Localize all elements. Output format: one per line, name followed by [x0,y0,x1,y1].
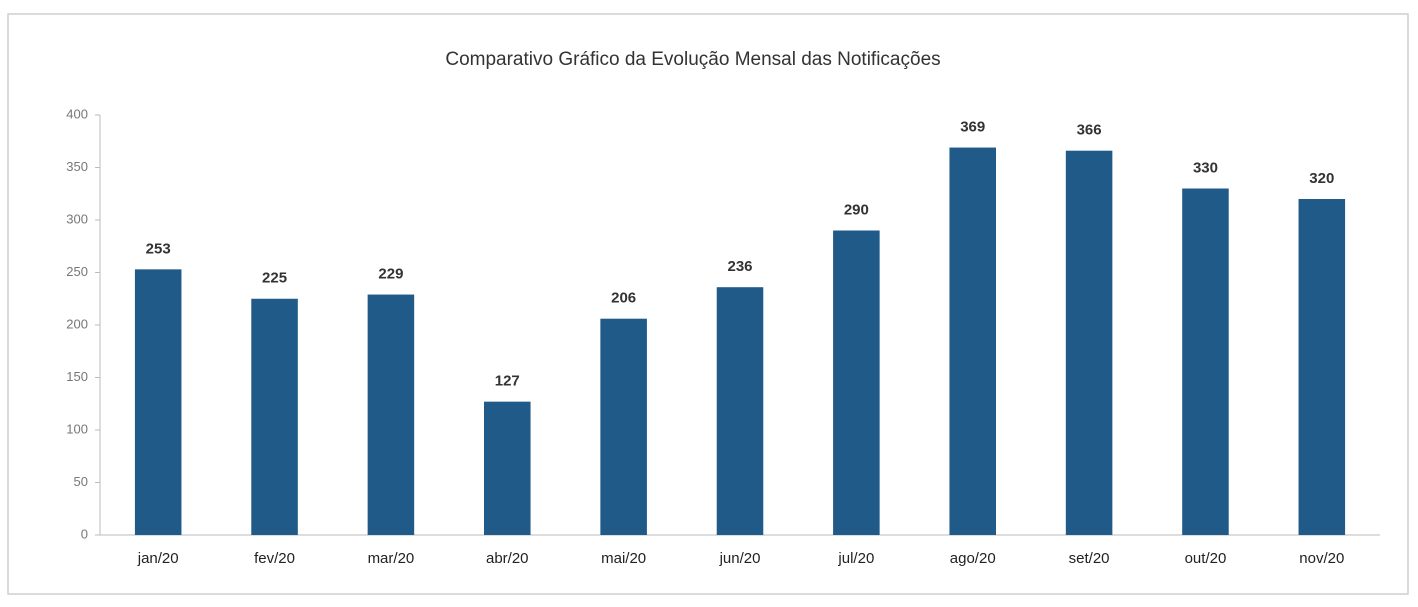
bar [949,147,996,536]
chart-title: Comparativo Gráfico da Evolução Mensal d… [445,49,940,70]
bar [833,230,880,535]
bar [1182,188,1229,535]
x-tick-label: abr/20 [486,550,529,567]
x-tick-label: jun/20 [719,550,761,567]
y-tick-label: 300 [66,211,88,226]
data-label: 229 [378,266,403,283]
y-tick-label: 250 [66,264,88,279]
data-label: 127 [495,373,520,390]
data-label: 320 [1309,170,1334,187]
x-tick-label: mai/20 [601,550,646,567]
y-tick-label: 50 [74,474,88,489]
y-tick-label: 200 [66,316,88,331]
data-label: 253 [146,240,171,257]
x-tick-label: jan/20 [137,550,179,567]
x-tick-label: set/20 [1069,550,1110,567]
data-label: 236 [727,258,752,275]
data-label: 206 [611,290,636,307]
chart-frame [7,13,1409,595]
x-tick-label: jul/20 [837,550,874,567]
bar [484,401,531,535]
y-tick-label: 150 [66,369,88,384]
x-tick-label: nov/20 [1299,550,1344,567]
bar [1298,199,1346,535]
y-tick-label: 350 [66,159,88,174]
data-label: 366 [1077,122,1102,139]
bar [367,294,415,535]
bar [251,298,298,535]
data-label: 369 [960,119,985,136]
x-tick-label: ago/20 [950,550,996,567]
bar [600,318,647,535]
bar [1065,150,1113,535]
x-tick-label: out/20 [1185,550,1227,567]
y-tick-label: 400 [66,106,88,121]
y-tick-label: 0 [81,526,88,541]
bar [716,287,764,535]
data-label: 225 [262,270,287,287]
data-label: 330 [1193,159,1218,176]
x-tick-label: fev/20 [254,550,295,567]
data-label: 290 [844,201,869,218]
y-tick-label: 100 [66,421,88,436]
x-tick-label: mar/20 [368,550,415,567]
bar [134,269,182,535]
